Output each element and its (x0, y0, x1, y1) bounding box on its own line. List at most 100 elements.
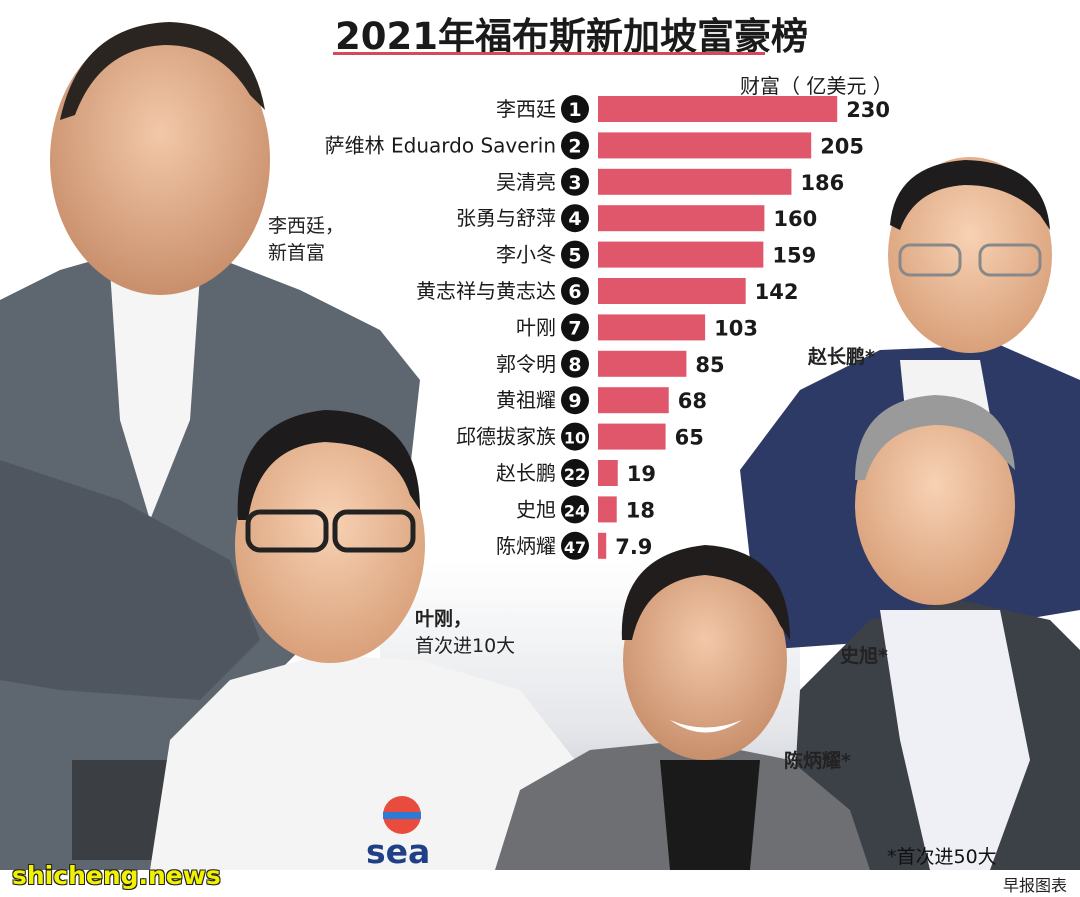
rank-badge (561, 349, 589, 378)
caption-li-xiting-line1: 李西廷， (268, 215, 345, 237)
category-label: 邱德拔家族 (456, 425, 556, 449)
bar-row: 李小冬 5 159 (496, 240, 816, 269)
photo-forrest-li (150, 410, 580, 870)
bar-row: 吴清亮 3 186 (496, 167, 844, 196)
value-label: 230 (846, 98, 890, 122)
caption-li-xiting-line2: 新首富 (268, 242, 326, 264)
category-label: 叶刚 (516, 315, 556, 339)
bar (598, 205, 765, 232)
rank-label: 8 (568, 354, 581, 376)
category-label: 赵长鹏 (496, 461, 556, 485)
category-label: 张勇与舒萍 (456, 206, 556, 230)
value-label: 159 (772, 244, 816, 268)
bar-row: 叶刚 7 103 (516, 313, 758, 342)
title-underline (333, 52, 765, 55)
rank-badge (561, 277, 589, 305)
rank-label: 1 (568, 99, 581, 121)
bar-row: 黄志祥与黄志达 6 142 (416, 277, 799, 305)
caption-forrest-li-line2: 首次进10大 (415, 635, 516, 657)
rank-label: 4 (568, 208, 581, 230)
rank-badge (561, 422, 589, 451)
bar (598, 496, 617, 523)
bar-row: 邱德拔家族 10 65 (456, 422, 704, 451)
caption-chen-bingyao: 陈炳耀* (784, 750, 851, 772)
value-label: 142 (755, 280, 799, 304)
bar (598, 241, 764, 268)
bar (598, 423, 666, 450)
value-label: 7.9 (615, 535, 652, 559)
category-label: 李西廷 (496, 97, 556, 121)
bar-row: 黄祖耀 9 68 (496, 386, 707, 415)
category-label: 史旭 (516, 497, 556, 521)
rank-badge (561, 95, 589, 123)
photo-chen-bingyao (495, 545, 870, 870)
bar-row: 萨维林 Eduardo Saverin 2 205 (325, 131, 864, 160)
value-label: 85 (695, 353, 724, 377)
rank-label: 3 (568, 172, 581, 194)
rank-badge (561, 167, 589, 196)
rank-badge (561, 313, 589, 342)
value-label: 18 (626, 498, 655, 522)
rank-badge (561, 531, 589, 560)
unit-label: 财富（ 亿美元 ） (740, 74, 893, 98)
rank-label: 7 (568, 317, 581, 339)
category-label: 郭令明 (496, 352, 556, 376)
category-label: 陈炳耀 (496, 534, 556, 558)
value-label: 160 (773, 207, 817, 231)
footnote: *首次进50大 (887, 846, 997, 868)
category-label: 李小冬 (496, 243, 556, 267)
category-label: 黄祖耀 (496, 388, 556, 412)
rank-badge (561, 495, 589, 524)
rank-badge (561, 240, 589, 269)
credit: 早报图表 (1003, 876, 1068, 895)
rank-label: 24 (564, 501, 586, 520)
bar (598, 132, 812, 159)
bar-row: 赵长鹏 22 19 (496, 459, 656, 487)
bar-row: 郭令明 8 85 (496, 349, 725, 378)
value-label: 68 (678, 389, 707, 413)
chart-title: 2021年福布斯新加坡富豪榜 (335, 15, 808, 58)
caption-forrest-li-line1: 叶刚， (415, 608, 473, 630)
category-label: 吴清亮 (496, 170, 556, 194)
photo-shi-xu (790, 395, 1080, 870)
rank-label: 2 (568, 135, 581, 157)
rank-badge (561, 386, 589, 415)
sea-logo: sea (366, 832, 431, 871)
bar-row: 张勇与舒萍 4 160 (456, 204, 817, 233)
bar (598, 387, 669, 414)
value-label: 103 (714, 316, 758, 340)
bar (598, 460, 618, 486)
category-label: 萨维林 Eduardo Saverin (325, 133, 556, 157)
bar (598, 350, 687, 377)
rank-badge (561, 131, 589, 160)
bar (598, 96, 838, 122)
value-label: 65 (675, 426, 704, 450)
value-label: 186 (800, 171, 844, 195)
caption-shi-xu: 史旭* (840, 645, 888, 667)
bar (598, 278, 746, 304)
rank-label: 22 (564, 465, 586, 484)
rank-label: 6 (568, 281, 581, 303)
rank-label: 10 (564, 429, 586, 448)
rank-badge (561, 459, 589, 487)
value-label: 19 (627, 462, 656, 486)
caption-zhao-changpeng: 赵长鹏* (808, 346, 875, 368)
rank-badge (561, 204, 589, 233)
value-label: 205 (820, 134, 864, 158)
caption-li-xiting: 李西廷， 新首富 (268, 213, 344, 267)
bar (598, 532, 607, 559)
watermark: shicheng.news (12, 861, 221, 890)
bar-row: 陈炳耀 47 7.9 (496, 531, 652, 560)
bar (598, 168, 792, 195)
rank-label: 9 (568, 390, 581, 412)
category-label: 黄志祥与黄志达 (416, 279, 556, 303)
rank-label: 5 (568, 245, 581, 267)
rank-label: 47 (564, 538, 586, 557)
photo-li-xiting (0, 22, 420, 870)
caption-forrest-li: 叶刚， 首次进10大 (415, 606, 515, 660)
bar (598, 314, 706, 341)
bar-row: 史旭 24 18 (516, 495, 655, 524)
